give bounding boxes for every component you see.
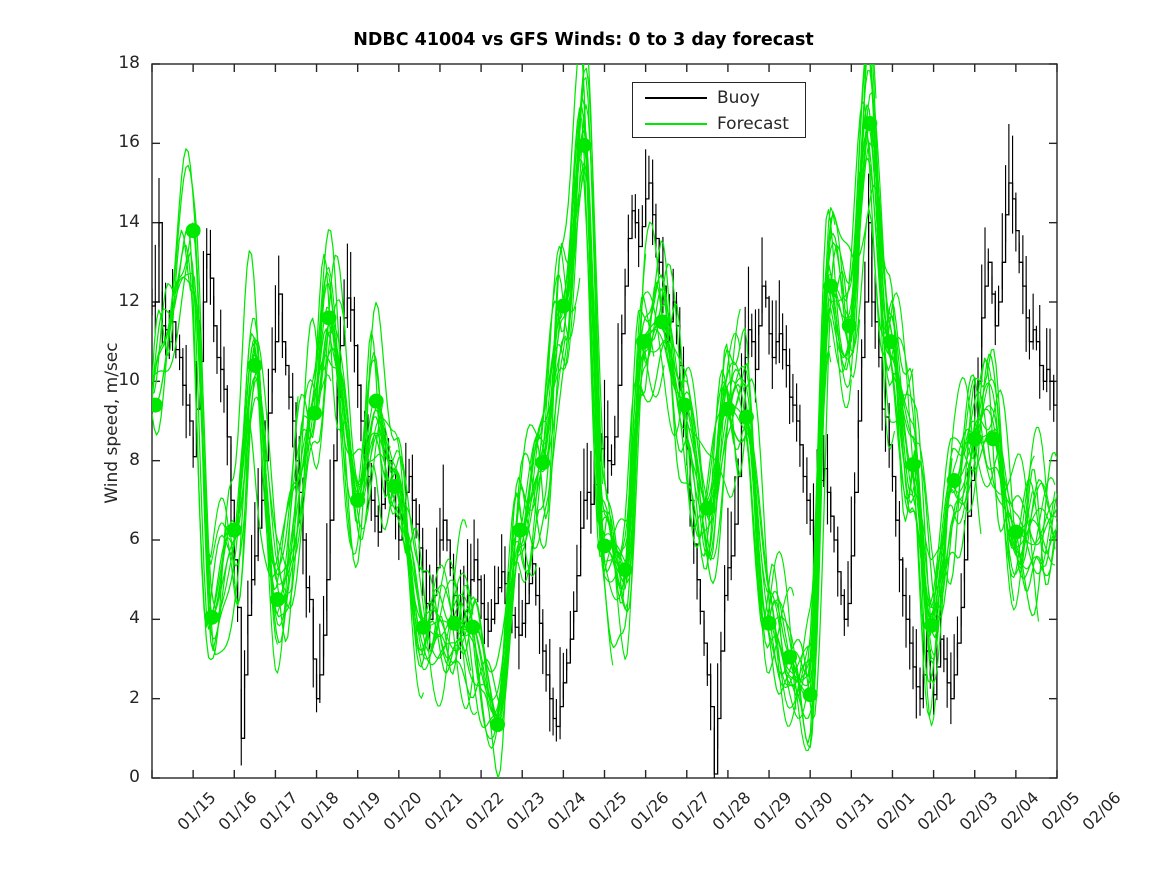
forecast-marker — [782, 649, 798, 665]
forecast-marker — [555, 298, 571, 314]
legend-label-forecast: Forecast — [717, 113, 789, 134]
forecast-marker — [387, 478, 403, 494]
forecast-marker — [761, 615, 777, 631]
forecast-marker — [152, 397, 163, 413]
forecast-marker — [841, 318, 857, 334]
forecast-marker — [738, 409, 754, 425]
y-tick-label: 10 — [118, 370, 140, 391]
axes-frame — [151, 63, 1058, 779]
forecast-marker — [535, 455, 551, 471]
forecast-marker — [446, 615, 462, 631]
legend-label-buoy: Buoy — [717, 87, 760, 108]
forecast-marker — [306, 405, 322, 421]
y-tick-label: 6 — [129, 529, 140, 549]
forecast-marker — [654, 314, 670, 330]
forecast-markers — [152, 116, 1024, 732]
forecast-marker — [576, 137, 592, 153]
forecast-marker — [368, 393, 384, 409]
forecast-marker — [416, 619, 431, 635]
y-tick-label: 18 — [118, 53, 140, 73]
y-tick-label: 0 — [129, 767, 140, 787]
forecast-marker — [226, 522, 242, 538]
forecast-marker — [720, 401, 736, 417]
forecast-marker — [350, 492, 366, 508]
forecast-marker — [247, 357, 263, 373]
forecast-marker — [185, 223, 201, 239]
y-tick-label: 14 — [118, 211, 140, 232]
forecast-marker — [617, 562, 633, 578]
forecast-marker — [924, 617, 940, 633]
forecast-marker — [802, 687, 818, 703]
forecast-marker — [636, 334, 652, 350]
legend: Buoy Forecast — [632, 82, 806, 138]
forecast-marker — [1008, 524, 1024, 540]
y-tick-label: 4 — [129, 608, 140, 629]
forecast-marker — [862, 116, 878, 131]
forecast-marker — [699, 500, 715, 516]
legend-item-buoy: Buoy — [633, 85, 807, 111]
forecast-marker — [269, 592, 285, 607]
legend-swatch-forecast — [645, 123, 707, 125]
forecast-marker — [490, 716, 506, 732]
forecast-marker — [321, 310, 337, 326]
forecast-marker — [985, 431, 1001, 447]
chart-title: NDBC 41004 vs GFS Winds: 0 to 3 day fore… — [353, 30, 814, 50]
forecast-marker — [512, 522, 528, 538]
y-tick-label: 12 — [118, 291, 140, 311]
legend-swatch-buoy — [645, 97, 707, 99]
forecast-marker — [967, 431, 983, 447]
forecast-marker — [905, 457, 921, 473]
forecast-marker — [677, 397, 693, 413]
y-tick-label: 8 — [129, 449, 140, 470]
forecast-marker — [204, 609, 220, 625]
forecast-marker — [823, 278, 839, 294]
forecast-marker — [597, 538, 612, 554]
y-tick-label: 2 — [129, 687, 140, 708]
legend-item-forecast: Forecast — [633, 111, 807, 137]
forecast-marker — [946, 473, 962, 488]
forecast-marker — [882, 334, 898, 350]
forecast-marker — [465, 619, 481, 635]
y-tick-label: 16 — [118, 132, 140, 153]
